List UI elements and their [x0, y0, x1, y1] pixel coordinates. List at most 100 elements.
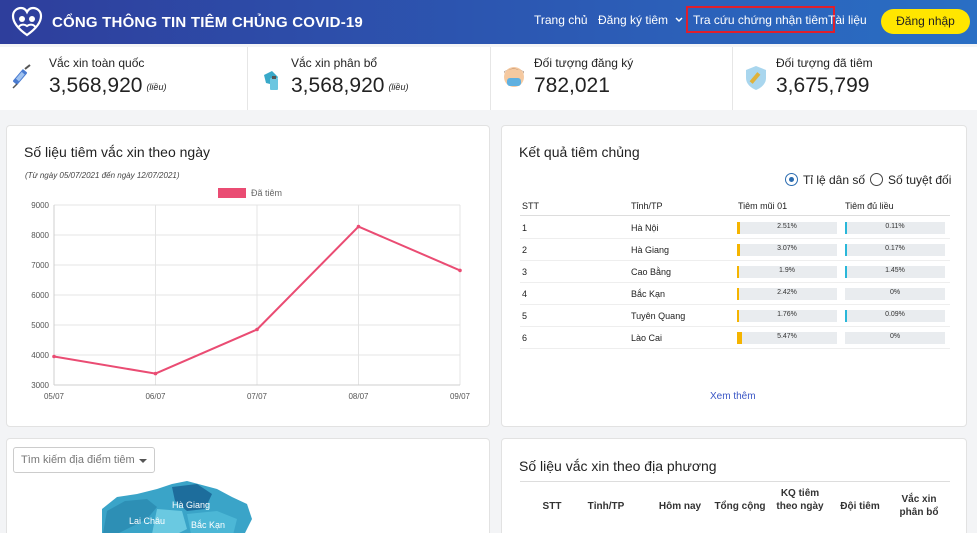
y-tick-label: 9000	[31, 201, 49, 210]
x-tick-label: 05/07	[44, 392, 65, 401]
full-dose-progress-label: 0.09%	[885, 311, 905, 318]
map-label-bac-kan: Bắc Kạn	[191, 520, 226, 530]
x-tick-label: 08/07	[348, 392, 369, 401]
dose1-progress-fill	[737, 266, 739, 278]
y-tick-label: 8000	[31, 231, 49, 240]
col-dose1: Tiêm mũi 01	[738, 201, 788, 211]
stat-value: 3,675,799	[776, 74, 873, 98]
table-row: 4 Bắc Kạn 2.42% 0%	[520, 283, 950, 305]
col-daily-result: KQ tiêm theo ngày	[776, 488, 824, 512]
stat-number: 3,568,920	[49, 74, 143, 97]
full-dose-progress-fill	[845, 222, 847, 234]
dose1-progress: 1.76%	[737, 310, 837, 322]
y-tick-label: 3000	[31, 381, 49, 390]
daily-line-chart: 9000 8000 7000 6000 5000 4000 3000 05/07 06/07 07…	[31, 188, 471, 401]
nav-register-label: Đăng ký tiêm	[598, 13, 669, 27]
full-dose-progress-fill	[845, 310, 847, 322]
x-tick-label: 07/07	[247, 392, 268, 401]
stat-vaccinated: Đối tượng đã tiêm 3,675,799	[733, 47, 977, 110]
col-allocated: Vắc xin phân bổ	[899, 494, 939, 518]
y-tick-label: 5000	[31, 321, 49, 330]
nav-register[interactable]: Đăng ký tiêm	[598, 13, 683, 27]
date-range-subtitle: (Từ ngày 05/07/2021 đến ngày 12/07/2021)	[25, 171, 180, 180]
dose1-progress: 2.51%	[737, 222, 837, 234]
caret-down-icon	[139, 459, 147, 463]
dose1-progress: 5.47%	[737, 332, 837, 344]
chevron-down-icon	[675, 17, 683, 22]
syringe-icon	[12, 64, 31, 89]
col-stt: STT	[522, 201, 539, 211]
radio-absolute-count[interactable]: Số tuyệt đối	[870, 173, 951, 187]
stat-national-vaccine: Vắc xin toàn quốc 3,568,920 (liều)	[0, 47, 248, 110]
full-dose-progress-label: 0.11%	[885, 223, 905, 230]
radio-selected-icon	[785, 173, 798, 186]
col-total: Tổng cộng	[714, 501, 766, 512]
col-province: Tỉnh/TP	[631, 201, 663, 211]
row-stt: 1	[522, 223, 528, 233]
col-team: Đội tiêm	[840, 501, 880, 512]
local-table-header: STT Tỉnh/TP Hôm nay Tổng cộng KQ tiêm th…	[520, 481, 950, 531]
row-province: Tuyên Quang	[631, 311, 686, 321]
stat-label: Vắc xin toàn quốc	[49, 56, 145, 70]
table-row: 6 Lào Cai 5.47% 0%	[520, 327, 950, 349]
stat-value: 3,568,920 (liều)	[49, 74, 166, 98]
y-tick-label: 7000	[31, 261, 49, 270]
radio-label: Tỉ lệ dân số	[803, 173, 866, 187]
dose1-progress: 1.9%	[737, 266, 837, 278]
row-province: Hà Nội	[631, 223, 659, 233]
stats-bar: Vắc xin toàn quốc 3,568,920 (liều) Vắc xi…	[0, 47, 977, 110]
full-dose-progress-label: 1.45%	[885, 267, 905, 274]
nav-certificate-lookup[interactable]: Tra cứu chứng nhận tiêm	[686, 6, 836, 33]
search-placeholder: Tìm kiếm địa điểm tiêm	[21, 454, 135, 466]
data-point	[255, 327, 259, 332]
table-row: 3 Cao Bằng 1.9% 1.45%	[520, 261, 950, 283]
top-header: CỔNG THÔNG TIN TIÊM CHỦNG COVID-19 Trang…	[0, 0, 977, 44]
dose1-progress-fill	[737, 222, 740, 234]
data-point	[458, 268, 462, 273]
table-row: 1 Hà Nội 2.51% 0.11%	[520, 217, 950, 239]
login-button[interactable]: Đăng nhập	[881, 9, 970, 34]
dose1-progress-fill	[737, 288, 740, 300]
row-province: Bắc Kạn	[631, 289, 666, 299]
stat-number: 3,675,799	[776, 74, 870, 97]
y-tick-label: 6000	[31, 291, 49, 300]
full-dose-progress-label: 0%	[889, 333, 901, 340]
dose1-progress-fill	[737, 244, 741, 256]
brand-title: CỔNG THÔNG TIN TIÊM CHỦNG COVID-19	[52, 14, 363, 31]
full-dose-progress: 0.11%	[845, 222, 945, 234]
nav-documents[interactable]: Tài liệu	[828, 13, 867, 27]
see-more-link[interactable]: Xem thêm	[710, 391, 756, 402]
logo-icon[interactable]	[11, 6, 43, 38]
full-dose-progress-fill	[845, 266, 847, 278]
legend-swatch	[218, 188, 246, 198]
map-label-ha-giang: Hà Giang	[172, 500, 211, 510]
x-tick-label: 09/07	[450, 392, 471, 401]
stat-number: 3,568,920	[291, 74, 385, 97]
daily-chart-card: Số liệu tiêm vắc xin theo ngày (Từ ngày …	[6, 125, 490, 427]
shield-syringe-icon	[746, 66, 766, 90]
stat-registered: Đối tượng đăng ký 782,021	[491, 47, 733, 110]
map-label-lai-chau: Lai Châu	[129, 516, 166, 526]
data-point	[52, 354, 56, 359]
data-point	[153, 371, 158, 376]
dose1-progress-fill	[737, 310, 739, 322]
vietnam-map[interactable]	[7, 439, 490, 533]
stat-unit: (liều)	[146, 82, 167, 92]
col-full-dose: Tiêm đủ liều	[845, 201, 894, 211]
stat-label: Vắc xin phân bổ	[291, 56, 378, 70]
x-tick-label: 06/07	[145, 392, 166, 401]
vaccination-results-card: Kết quả tiêm chủng Tỉ lệ dân số Số tuyệt…	[501, 125, 967, 427]
full-dose-progress-label: 0.17%	[885, 245, 905, 252]
nav-home[interactable]: Trang chủ	[534, 13, 588, 27]
radio-population-rate[interactable]: Tỉ lệ dân số	[785, 173, 865, 187]
stat-value: 3,568,920 (liều)	[291, 74, 408, 98]
dose1-progress-label: 2.51%	[777, 223, 797, 230]
results-table-header: STT Tỉnh/TP Tiêm mũi 01 Tiêm đủ liều	[520, 196, 950, 216]
row-stt: 4	[522, 289, 528, 299]
stat-allocated-vaccine: Vắc xin phân bổ 3,568,920 (liều)	[248, 47, 491, 110]
location-search-select[interactable]: Tìm kiếm địa điểm tiêm	[13, 447, 155, 473]
row-stt: 6	[522, 333, 528, 343]
full-dose-progress: 0.09%	[845, 310, 945, 322]
stat-label: Đối tượng đăng ký	[534, 56, 634, 70]
full-dose-progress: 0.17%	[845, 244, 945, 256]
